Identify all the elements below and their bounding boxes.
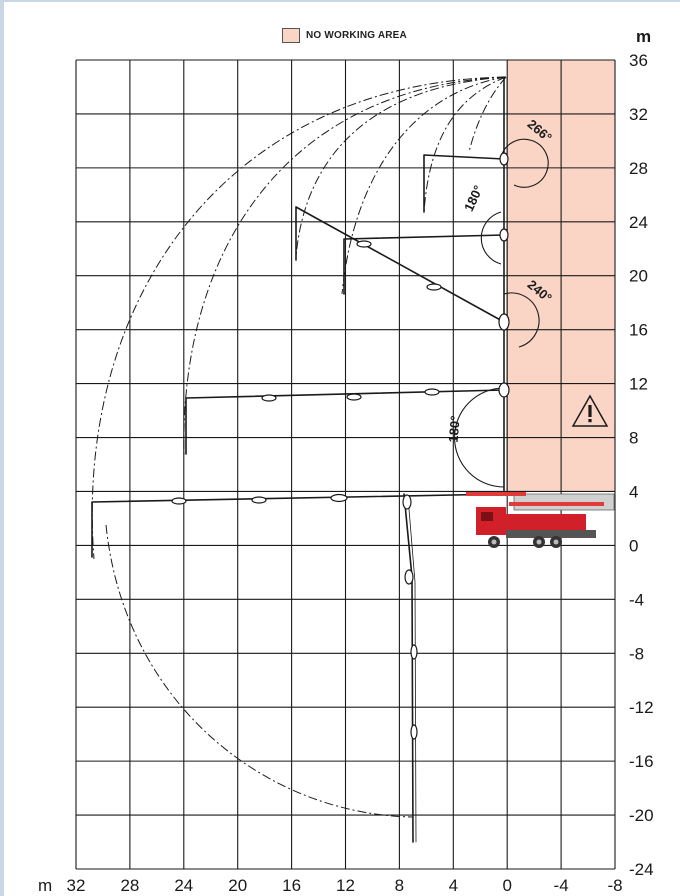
joint [424,388,440,396]
envelope-arc-4 [341,76,507,295]
x-tick-label: 32 [67,876,86,895]
wheel-hub [491,539,497,545]
diagram-page: NO WORKING AREA [4,2,680,896]
joint [498,382,510,398]
y-tick-label: -12 [629,698,654,717]
x-tick-label: 20 [228,876,247,895]
y-tick-label: 32 [629,105,648,124]
truck-window [481,512,493,521]
reach-envelope [91,76,507,818]
y-tick-label: -20 [629,806,654,825]
truck-body [506,514,586,530]
y-tick-label: -8 [629,644,644,663]
folded-boom-stripe [509,502,604,506]
joint [171,497,187,505]
x-tick-label: 16 [282,876,301,895]
envelope-arc-lower [105,524,413,818]
y-tick-label: 28 [629,159,648,178]
truck-chassis [506,530,596,538]
envelope-arc-6 [468,76,507,153]
legend-label: NO WORKING AREA [306,29,407,41]
envelope-arc-2 [183,76,507,458]
joint [426,283,442,291]
outrigger [466,492,526,496]
joint [410,644,418,660]
boom-pos-horizontal [185,389,505,455]
x-tick-label: 24 [174,876,193,895]
joint [498,313,510,331]
y-tick-label: -24 [629,860,654,879]
envelope-arc-outer [91,76,507,560]
rotation-angle-label: 180° [446,415,463,443]
joint [402,494,412,510]
joint [330,493,348,503]
joint [251,496,267,504]
x-tick-label: 0 [502,876,511,895]
boom-pos-diagonal [295,206,505,323]
rotation-arcs [454,138,549,488]
legend: NO WORKING AREA [282,27,407,43]
boom-pos-down-inner [407,496,417,843]
envelope-arc-5 [423,76,507,213]
rotation-arc-240 [503,292,540,348]
rotation-angle-label: 180° [461,183,486,214]
y-tick-label: 20 [629,267,648,286]
y-tick-label: 0 [629,536,638,555]
joint [499,228,509,242]
x-tick-label: 8 [395,876,404,895]
y-tick-label: 36 [629,51,648,70]
y-tick-label: -16 [629,752,654,771]
x-tick-label: 4 [449,876,458,895]
joint [499,152,509,166]
y-tick-label: -4 [629,590,644,609]
envelope-arc-3 [295,76,507,258]
y-tick-label: 4 [629,482,638,501]
joint [404,569,414,585]
joint [410,724,418,740]
x-tick-label: -8 [607,876,622,895]
boom-pos-full-reach [91,493,505,558]
joint [261,394,277,402]
x-tick-label: -4 [554,876,569,895]
joint [356,240,372,248]
wheel-hub [536,539,542,545]
rotation-arc-180-upper [480,211,502,265]
joint [346,393,362,401]
rotation-arc-266 [500,138,549,188]
y-tick-label: 12 [629,375,648,394]
boom-positions [91,76,508,843]
legend-swatch [282,27,300,43]
x-unit-label: m [38,876,52,895]
boom-joints [171,152,510,740]
warning-triangle-icon [571,394,609,427]
rotation-arc-180-lower [454,387,505,488]
truck [466,492,615,548]
reach-diagram: 266°180°240°180° 36322824201612840-4-8-1… [38,27,654,895]
y-tick-label: 8 [629,429,638,448]
boom-pos-top [423,154,505,213]
y-unit-label: m [636,27,651,46]
y-tick-label: 16 [629,321,648,340]
boom-pos-down [403,493,414,843]
x-tick-label: 12 [336,876,355,895]
boom-pos-2 [343,234,505,295]
x-tick-label: 28 [120,876,139,895]
wheel-hub [553,539,559,545]
y-tick-label: 24 [629,213,648,232]
